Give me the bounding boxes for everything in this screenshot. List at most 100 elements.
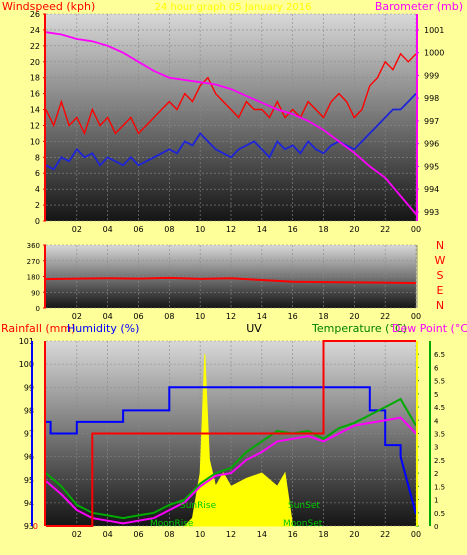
wind-x-tick-label: 08: [164, 225, 174, 234]
temp-y-tick-label: 0.5: [434, 510, 445, 518]
direction-x-tick-label: 08: [164, 312, 174, 321]
direction-y-tick-label: 0: [36, 305, 40, 313]
direction-x-tick-label: 18: [318, 312, 328, 321]
wind-x-tick-label: 22: [380, 225, 390, 234]
sunset-label: SunSet: [288, 501, 320, 511]
temp-x-tick-label: 20: [349, 530, 359, 539]
wind-y-tick-label: 20: [30, 58, 40, 67]
temp-y-tick-label: 1.5: [434, 483, 445, 491]
wind-y-tick-label: 8: [35, 153, 40, 162]
temp-x-tick-label: 04: [103, 530, 113, 539]
sunrise-label: SunRise: [180, 501, 217, 511]
wind-y-tick-label: 4: [35, 185, 40, 194]
direction-x-tick-label: 00: [411, 312, 421, 321]
compass-label: W: [435, 254, 446, 267]
humidity-series-line: [46, 386, 417, 515]
direction-y-tick-label: 270: [27, 258, 40, 266]
wind-y-tick-label: 24: [30, 26, 40, 35]
temp-y-tick-label: 2: [434, 470, 438, 478]
wind-x-tick-label: 02: [72, 225, 82, 234]
compass-label: E: [437, 284, 444, 297]
wind-y-tick-label: 22: [30, 42, 40, 51]
temp-series: [45, 340, 417, 527]
wind-y-tick-label: 16: [30, 90, 40, 99]
direction-x-tick-label: 14: [257, 312, 267, 321]
wind-y-tick-label: 12: [30, 121, 40, 130]
dew-series-line: [45, 416, 417, 525]
humidity-axis-title: Humidity (%): [67, 322, 139, 335]
wind-baro-plot-area: [46, 14, 416, 221]
humidity-y-tick-label: 100: [19, 360, 34, 369]
wind-x-tick-label: 12: [226, 225, 236, 234]
gust-series-line: [45, 52, 417, 136]
humidity-y-tick-label: 93: [24, 522, 34, 531]
baro-y-tick-label: 997: [424, 117, 439, 126]
baro-y-tick-label: 994: [424, 185, 439, 194]
wind-x-tick-label: 16: [288, 225, 298, 234]
wind-x-tick-label: 06: [133, 225, 143, 234]
baro-y-tick-label: 998: [424, 94, 439, 103]
direction-x-tick-label: 04: [103, 312, 113, 321]
wind-y-tick-label: 2: [35, 201, 40, 210]
temp-x-tick-label: 00: [411, 530, 421, 539]
humidity-y-tick-label: 0: [33, 522, 38, 531]
temp-y-tick-label: 4: [434, 417, 439, 425]
humidity-y-tick-label: 98: [24, 406, 34, 415]
direction-y-tick-label: 90: [31, 289, 40, 297]
baro-y-tick-label: 1001: [424, 26, 444, 35]
temp-y-tick-label: 3.5: [434, 431, 445, 439]
compass-label: S: [437, 269, 444, 282]
humidity-y-tick-label: 94: [24, 499, 34, 508]
direction-y-tick-label: 180: [27, 274, 40, 282]
wind-x-tick-label: 00: [411, 225, 421, 234]
temp-x-tick-label: 22: [380, 530, 390, 539]
humidity-y-tick-label: 95: [24, 476, 34, 485]
moonset-label: MoonSet: [283, 519, 323, 529]
temp-x-tick-label: 10: [195, 530, 205, 539]
temp-y-tick-label: 1: [434, 497, 438, 505]
moonrise-label: MoonRise: [150, 519, 194, 529]
barometer-axis-title: Barometer (mb): [375, 0, 463, 13]
direction-x-tick-label: 20: [349, 312, 359, 321]
compass-label: N: [436, 299, 444, 312]
direction-series-line: [45, 276, 417, 285]
temp-y-tick-label: 0: [434, 523, 438, 531]
wind-x-tick-label: 04: [103, 225, 113, 234]
direction-x-tick-label: 06: [133, 312, 143, 321]
baro-y-tick-label: 995: [424, 162, 439, 171]
rainfall-axis-title: Rainfall (mm): [1, 322, 75, 335]
uv-series-area: [183, 354, 294, 527]
temp-y-tick-label: 5.5: [434, 378, 445, 386]
wind-y-tick-label: 26: [30, 10, 40, 19]
temp-y-tick-label: 4.5: [434, 404, 445, 412]
chart-title: 24 hour graph 05 January 2016: [155, 2, 312, 13]
wind-y-tick-label: 10: [30, 137, 40, 146]
direction-x-tick-label: 12: [226, 312, 236, 321]
wind-baro-series: [45, 31, 417, 215]
wind-x-tick-label: 18: [318, 225, 328, 234]
temperature-axis-title: Temperature (°C): [311, 322, 407, 335]
temp-x-tick-label: 02: [72, 530, 82, 539]
avg-series-line: [45, 92, 417, 171]
temp-y-tick-label: 3: [434, 444, 438, 452]
direction-x-tick-label: 10: [195, 312, 205, 321]
wind-x-tick-label: 10: [195, 225, 205, 234]
baro-y-tick-label: 1000: [424, 49, 444, 58]
wind-y-tick-label: 14: [30, 106, 40, 115]
temp-y-tick-label: 6.5: [434, 351, 445, 359]
temp-axes: 09394959697989910010100.511.522.533.544.…: [19, 337, 445, 539]
temp-y-tick-label: 6: [434, 364, 439, 372]
temp-y-tick-label: 2.5: [434, 457, 445, 465]
rain-series-line: [46, 340, 416, 527]
baro-y-tick-label: 999: [424, 71, 439, 80]
direction-y-tick-label: 360: [27, 242, 40, 250]
temp-series-line: [45, 397, 417, 520]
direction-grid: [46, 244, 417, 309]
humidity-y-tick-label: 96: [24, 453, 34, 462]
direction-x-tick-label: 22: [380, 312, 390, 321]
wind-y-tick-label: 0: [35, 217, 40, 226]
direction-x-tick-label: 02: [72, 312, 82, 321]
